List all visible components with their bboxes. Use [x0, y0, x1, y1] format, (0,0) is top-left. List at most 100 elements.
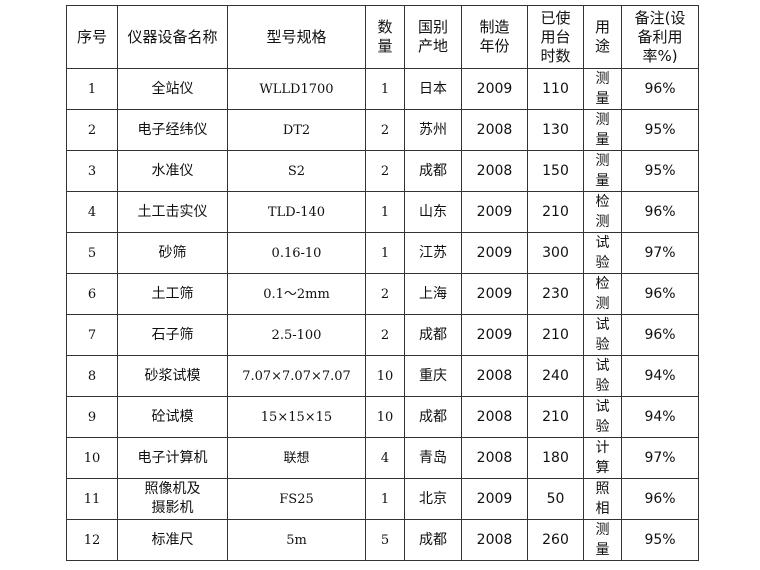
cell-origin: 重庆 — [404, 355, 462, 397]
cell-year: 2009 — [461, 191, 528, 233]
cell-year: 2009 — [461, 273, 528, 315]
cell-name: 砼试模 — [117, 396, 228, 438]
cell-origin: 日本 — [404, 68, 462, 110]
cell-purpose: 试 验 — [583, 232, 622, 274]
table-row: 7 石子筛 2.5-100 2 成都 2009 210 试 验 96% — [66, 314, 699, 356]
cell-note: 94% — [621, 355, 699, 397]
cell-purpose: 试 验 — [583, 355, 622, 397]
cell-year: 2008 — [461, 150, 528, 192]
cell-origin: 上海 — [404, 273, 462, 315]
cell-index: 6 — [66, 273, 118, 315]
cell-purpose: 试 验 — [583, 314, 622, 356]
cell-purpose: 测 量 — [583, 519, 622, 561]
cell-origin: 江苏 — [404, 232, 462, 274]
cell-purpose: 测 量 — [583, 109, 622, 151]
cell-index: 8 — [66, 355, 118, 397]
cell-note: 96% — [621, 191, 699, 233]
cell-hours: 260 — [527, 519, 584, 561]
cell-model: 15×15×15 — [227, 396, 366, 438]
cell-model: 0.1～2mm — [227, 273, 366, 315]
cell-year: 2008 — [461, 355, 528, 397]
cell-note: 96% — [621, 478, 699, 520]
header-origin: 国别 产地 — [404, 5, 462, 69]
cell-origin: 成都 — [404, 396, 462, 438]
cell-model: 5m — [227, 519, 366, 561]
cell-model: S2 — [227, 150, 366, 192]
cell-purpose: 照 相 — [583, 478, 622, 520]
header-name: 仪器设备名称 — [117, 5, 228, 69]
cell-index: 9 — [66, 396, 118, 438]
cell-origin: 苏州 — [404, 109, 462, 151]
header-model: 型号规格 — [227, 5, 366, 69]
cell-note: 97% — [621, 232, 699, 274]
table-row: 3 水准仪 S2 2 成都 2008 150 测 量 95% — [66, 150, 699, 192]
cell-hours: 150 — [527, 150, 584, 192]
cell-purpose: 检 测 — [583, 273, 622, 315]
header-note: 备注(设 备利用 率%) — [621, 5, 699, 69]
cell-quantity: 2 — [365, 109, 405, 151]
table-row: 9 砼试模 15×15×15 10 成都 2008 210 试 验 94% — [66, 396, 699, 438]
cell-note: 95% — [621, 109, 699, 151]
cell-index: 7 — [66, 314, 118, 356]
header-year: 制造 年份 — [461, 5, 528, 69]
cell-hours: 300 — [527, 232, 584, 274]
cell-quantity: 1 — [365, 68, 405, 110]
cell-note: 96% — [621, 314, 699, 356]
cell-quantity: 2 — [365, 150, 405, 192]
cell-name: 电子计算机 — [117, 437, 228, 479]
cell-purpose: 测 量 — [583, 68, 622, 110]
header-hours: 已使 用台 时数 — [527, 5, 584, 69]
cell-model: 7.07×7.07×7.07 — [227, 355, 366, 397]
cell-origin: 成都 — [404, 150, 462, 192]
cell-model: 联想 — [227, 437, 366, 479]
table-row: 11 照像机及 摄影机 FS25 1 北京 2009 50 照 相 96% — [66, 478, 699, 520]
cell-index: 3 — [66, 150, 118, 192]
cell-quantity: 1 — [365, 478, 405, 520]
cell-index: 5 — [66, 232, 118, 274]
table-row: 4 土工击实仪 TLD-140 1 山东 2009 210 检 测 96% — [66, 191, 699, 233]
cell-index: 10 — [66, 437, 118, 479]
cell-hours: 210 — [527, 191, 584, 233]
cell-purpose: 测 量 — [583, 150, 622, 192]
cell-name: 照像机及 摄影机 — [117, 478, 228, 520]
cell-model: 2.5-100 — [227, 314, 366, 356]
header-quantity: 数 量 — [365, 5, 405, 69]
equipment-table: 序号 仪器设备名称 型号规格数 量国别 产地 制造 年份 已使 用台 时数用 途备注(设… — [66, 5, 699, 561]
cell-name: 电子经纬仪 — [117, 109, 228, 151]
cell-quantity: 1 — [365, 191, 405, 233]
cell-name: 石子筛 — [117, 314, 228, 356]
cell-purpose: 试 验 — [583, 396, 622, 438]
cell-name: 水准仪 — [117, 150, 228, 192]
cell-name: 砂筛 — [117, 232, 228, 274]
header-row: 序号 仪器设备名称 型号规格数 量国别 产地 制造 年份 已使 用台 时数用 途备注(设… — [66, 5, 699, 69]
cell-year: 2009 — [461, 478, 528, 520]
cell-quantity: 1 — [365, 232, 405, 274]
cell-name: 全站仪 — [117, 68, 228, 110]
cell-origin: 成都 — [404, 314, 462, 356]
cell-hours: 240 — [527, 355, 584, 397]
cell-year: 2008 — [461, 519, 528, 561]
cell-model: WLLD1700 — [227, 68, 366, 110]
cell-year: 2009 — [461, 232, 528, 274]
cell-name: 砂浆试模 — [117, 355, 228, 397]
table-row: 5 砂筛 0.16-10 1 江苏 2009 300 试 验 97% — [66, 232, 699, 274]
cell-quantity: 5 — [365, 519, 405, 561]
cell-index: 4 — [66, 191, 118, 233]
cell-hours: 210 — [527, 314, 584, 356]
cell-year: 2009 — [461, 68, 528, 110]
cell-note: 96% — [621, 273, 699, 315]
cell-index: 12 — [66, 519, 118, 561]
cell-origin: 青岛 — [404, 437, 462, 479]
cell-quantity: 4 — [365, 437, 405, 479]
cell-index: 1 — [66, 68, 118, 110]
cell-note: 96% — [621, 68, 699, 110]
cell-note: 97% — [621, 437, 699, 479]
cell-year: 2008 — [461, 437, 528, 479]
cell-note: 94% — [621, 396, 699, 438]
header-purpose: 用 途 — [583, 5, 622, 69]
cell-year: 2008 — [461, 396, 528, 438]
cell-index: 11 — [66, 478, 118, 520]
cell-hours: 50 — [527, 478, 584, 520]
header-index: 序号 — [66, 5, 118, 69]
cell-name: 土工筛 — [117, 273, 228, 315]
